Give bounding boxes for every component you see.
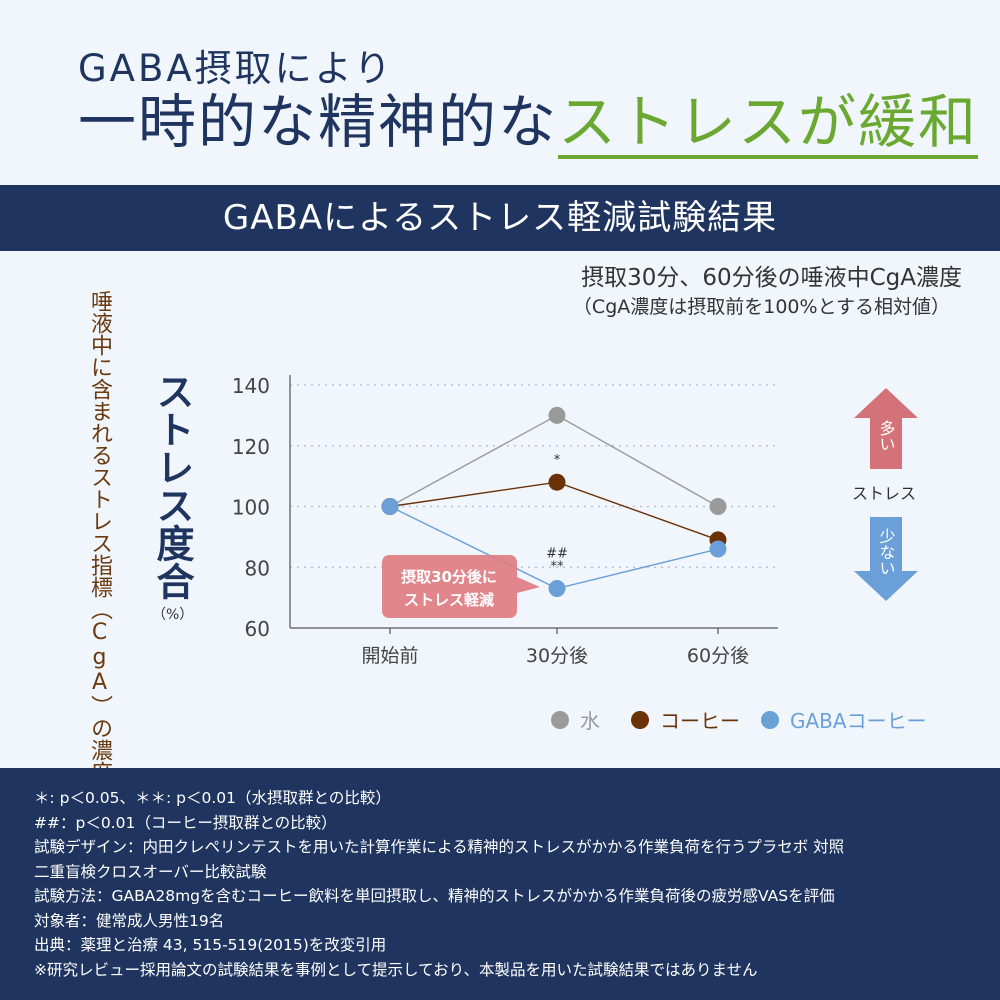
chart-subtitle: （CgA濃度は摂取前を100%とする相対値）	[572, 296, 950, 318]
footer-note: 二重盲検クロスオーバー比較試験	[34, 862, 267, 881]
headline-line1: GABA摂取により	[78, 47, 394, 90]
y-tick-label: 60	[245, 617, 270, 641]
footer-note: 試験デザイン：内田クレペリンテストを用いた計算作業による精神的ストレスがかかる作…	[34, 838, 845, 856]
section-band: GABAによるストレス軽減試験結果	[0, 185, 1000, 251]
callout-text-line1: 摂取30分後に	[401, 568, 497, 586]
legend-marker	[631, 711, 649, 729]
grid-layer	[290, 384, 778, 569]
data-point	[709, 540, 727, 558]
x-tick-label: 60分後	[687, 645, 749, 667]
significance-mark: ##	[546, 547, 568, 562]
legend: 水 コーヒー GABAコーヒー	[551, 709, 927, 733]
data-point	[709, 498, 727, 515]
data-point	[548, 406, 566, 424]
footer-note: ※研究レビュー採用論文の試験結果を事例として提示しており、本製品を用いた試験結果…	[34, 960, 758, 979]
significance-mark: **	[551, 560, 565, 575]
annotation-layer: * ##**	[546, 453, 568, 574]
series-layer	[381, 406, 727, 598]
headline-main-text: 一時的な精神的な	[78, 88, 559, 156]
x-tick-label: 30分後	[526, 645, 588, 667]
legend-marker	[551, 711, 569, 729]
y-axis-label: ストレス度合	[150, 372, 194, 600]
legend-marker	[761, 711, 779, 729]
headline-accent-text: ストレスが緩和	[558, 89, 979, 159]
footer-note: 試験方法：GABA28mgを含むコーヒー飲料を単回摂取し、精神的ストレスがかかる…	[34, 887, 835, 905]
indicator-middle-label: ストレス	[852, 484, 916, 503]
data-point	[548, 473, 566, 491]
side-label: 唾液中に含まれるストレス指標（CgA）の濃度	[87, 290, 112, 783]
up-arrow-icon	[854, 388, 918, 469]
down-arrow-icon	[854, 517, 918, 601]
axis-layer: 60 80 100 120 140 開始前 30分後 60分後	[232, 374, 778, 667]
y-tick-label: 120	[232, 435, 270, 459]
footer-note: ##：p＜0.01（コーヒー摂取群との比較）	[34, 813, 337, 832]
footer-notes: ＊: p＜0.05、＊＊: p＜0.01（水摂取群との比較） ##：p＜0.01…	[34, 786, 844, 982]
indicator-down-label: 少ない	[877, 528, 896, 576]
indicator-up-label: 多い	[877, 420, 896, 452]
legend-label: コーヒー	[660, 709, 740, 733]
footer-note: ＊: p＜0.05、＊＊: p＜0.01（水摂取群との比較）	[34, 789, 391, 807]
legend-label: 水	[580, 709, 600, 733]
section-title: GABAによるストレス軽減試験結果	[222, 198, 778, 238]
headline-line2: 一時的な精神的なストレスが緩和	[78, 86, 979, 159]
legend-label: GABAコーヒー	[790, 709, 927, 733]
callout-text-line2: ストレス軽減	[404, 591, 494, 609]
y-tick-label: 140	[232, 374, 270, 398]
chart-title: 摂取30分、60分後の唾液中CgA濃度	[581, 265, 962, 291]
x-tick-label: 開始前	[361, 645, 418, 667]
footer-panel: ＊: p＜0.05、＊＊: p＜0.01（水摂取群との比較） ##：p＜0.01…	[0, 768, 1000, 1000]
y-tick-label: 100	[232, 496, 270, 520]
y-axis-unit: （%）	[152, 607, 194, 623]
data-point	[548, 580, 566, 598]
footer-note: 対象者：健常成人男性19名	[34, 911, 225, 930]
footer-note: 出典：薬理と治療 43, 515-519(2015)を改変引用	[34, 936, 387, 954]
y-tick-label: 80	[245, 556, 270, 580]
significance-mark: *	[554, 453, 561, 468]
callout-bubble	[382, 555, 540, 618]
data-point	[381, 498, 399, 515]
